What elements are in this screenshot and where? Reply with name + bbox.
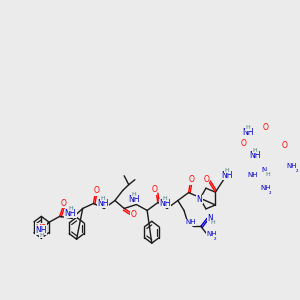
Text: H: H bbox=[132, 192, 136, 197]
Text: H: H bbox=[39, 233, 44, 238]
Text: O: O bbox=[151, 185, 157, 194]
Text: N: N bbox=[207, 214, 213, 223]
Text: O: O bbox=[61, 199, 67, 208]
Text: ₂: ₂ bbox=[296, 168, 298, 173]
Text: NH: NH bbox=[249, 151, 260, 160]
Text: O: O bbox=[203, 175, 209, 184]
Text: H: H bbox=[100, 196, 105, 201]
Text: O: O bbox=[189, 175, 195, 184]
Text: NH: NH bbox=[247, 172, 257, 178]
Text: NH: NH bbox=[159, 199, 171, 208]
Text: H: H bbox=[265, 172, 270, 177]
Text: NH: NH bbox=[206, 231, 217, 237]
Text: NH: NH bbox=[261, 185, 271, 191]
Text: NH: NH bbox=[242, 128, 253, 137]
Text: H: H bbox=[224, 168, 229, 173]
Text: O: O bbox=[130, 210, 136, 219]
Text: NH: NH bbox=[97, 199, 108, 208]
Text: N: N bbox=[196, 195, 202, 204]
Text: H: H bbox=[162, 196, 167, 201]
Text: NH: NH bbox=[65, 209, 76, 218]
Text: N: N bbox=[262, 167, 267, 173]
Text: O: O bbox=[281, 141, 287, 150]
Text: O: O bbox=[263, 123, 269, 132]
Text: ₂: ₂ bbox=[214, 236, 217, 241]
Text: O: O bbox=[241, 139, 247, 148]
Text: H: H bbox=[68, 206, 73, 211]
Text: H: H bbox=[245, 125, 250, 130]
Text: NH: NH bbox=[287, 164, 297, 169]
Text: NH: NH bbox=[221, 171, 232, 180]
Text: NH: NH bbox=[185, 219, 195, 225]
Text: NH: NH bbox=[128, 195, 140, 204]
Text: H: H bbox=[252, 148, 257, 153]
Text: H: H bbox=[211, 220, 215, 225]
Text: NH: NH bbox=[35, 226, 47, 235]
Text: O: O bbox=[94, 186, 100, 195]
Text: HO: HO bbox=[35, 224, 47, 233]
Text: ₂: ₂ bbox=[268, 190, 271, 195]
